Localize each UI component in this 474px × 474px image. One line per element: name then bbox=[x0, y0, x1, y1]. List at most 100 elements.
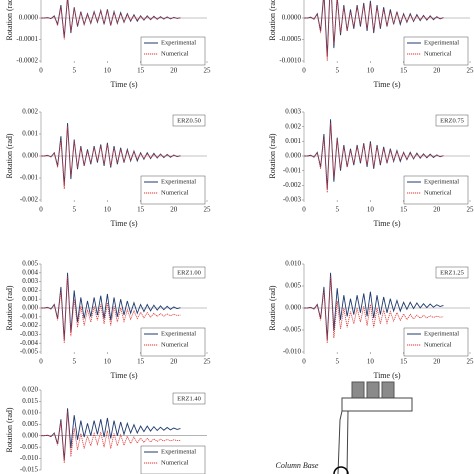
y-tick-label: -0.0005 bbox=[279, 35, 301, 43]
legend-box bbox=[140, 445, 206, 474]
legend-label: Numerical bbox=[424, 189, 452, 196]
x-tick-label: 0 bbox=[302, 358, 306, 366]
panel-title-box bbox=[172, 266, 206, 279]
x-tick-label: 25 bbox=[204, 67, 212, 75]
x-tick-label: 10 bbox=[367, 358, 375, 366]
panel-title: ERZ0.50 bbox=[177, 117, 201, 124]
x-tick-label: 5 bbox=[72, 67, 76, 75]
x-tick-label: 15 bbox=[400, 358, 408, 366]
series-line bbox=[41, 0, 181, 40]
y-tick-label: 0.0000 bbox=[19, 14, 39, 22]
x-tick-label: 10 bbox=[104, 67, 112, 75]
y-tick-label: 0.000 bbox=[22, 152, 38, 160]
x-tick-label: 15 bbox=[137, 358, 145, 366]
y-tick-label: 0.001 bbox=[22, 295, 38, 303]
y-tick-label: -0.005 bbox=[283, 326, 302, 334]
legend-label: Experimental bbox=[161, 178, 196, 185]
y-tick-label: 0.005 bbox=[285, 282, 301, 290]
y-tick-label: 0.001 bbox=[22, 130, 38, 138]
bolt-block bbox=[366, 381, 380, 399]
x-axis-label: Time (s) bbox=[110, 371, 137, 380]
y-tick-label: -0.0001 bbox=[16, 35, 38, 43]
legend-label: Experimental bbox=[161, 330, 196, 337]
x-tick-label: 25 bbox=[204, 206, 212, 214]
bolt-block bbox=[351, 381, 365, 399]
y-tick-label: 0.010 bbox=[22, 408, 38, 416]
y-tick-label: 0.015 bbox=[22, 397, 38, 405]
y-tick-label: 0.0000 bbox=[282, 14, 302, 22]
x-tick-label: 10 bbox=[104, 358, 112, 366]
y-tick-label: -0.001 bbox=[20, 174, 39, 182]
x-tick-label: 15 bbox=[400, 206, 408, 214]
y-tick-label: -0.004 bbox=[20, 339, 39, 347]
x-axis-label: Time (s) bbox=[373, 80, 400, 89]
x-tick-label: 20 bbox=[170, 67, 178, 75]
y-tick-label: 0.004 bbox=[22, 268, 38, 276]
legend-label: Numerical bbox=[424, 50, 452, 57]
panel-title-box bbox=[435, 266, 469, 279]
legend-box bbox=[140, 36, 206, 66]
column bbox=[337, 410, 349, 474]
x-tick-label: 15 bbox=[137, 67, 145, 75]
y-tick-label: 0.000 bbox=[22, 431, 38, 439]
y-tick-label: -0.005 bbox=[20, 443, 39, 451]
x-tick-label: 5 bbox=[335, 206, 339, 214]
y-tick-label: -0.003 bbox=[20, 330, 39, 338]
panel-title: ERZ1.40 bbox=[177, 395, 201, 402]
y-tick-label: 0.000 bbox=[22, 304, 38, 312]
x-axis-label: Time (s) bbox=[373, 371, 400, 380]
panel-title: ERZ1.00 bbox=[177, 269, 201, 276]
series-line bbox=[304, 276, 444, 344]
series-line bbox=[41, 411, 181, 464]
legend-label: Experimental bbox=[424, 330, 459, 337]
x-tick-label: 0 bbox=[39, 67, 43, 75]
x-tick-label: 5 bbox=[72, 206, 76, 214]
y-axis-label: Rotation (rad) bbox=[5, 285, 14, 330]
y-tick-label: -0.0010 bbox=[279, 57, 301, 65]
y-tick-label: 0.003 bbox=[22, 277, 38, 285]
x-tick-label: 20 bbox=[170, 358, 178, 366]
x-tick-label: 20 bbox=[433, 67, 441, 75]
series-line bbox=[304, 122, 444, 193]
legend-box bbox=[403, 36, 469, 66]
y-tick-label: -0.001 bbox=[283, 166, 302, 174]
legend-box bbox=[403, 175, 469, 205]
x-tick-label: 15 bbox=[137, 206, 145, 214]
x-tick-label: 20 bbox=[170, 206, 178, 214]
legend-label: Experimental bbox=[161, 448, 196, 455]
y-tick-label: -0.001 bbox=[20, 312, 39, 320]
column-base-diagram: Column Base bbox=[276, 381, 413, 474]
legend-label: Numerical bbox=[161, 459, 189, 466]
y-tick-label: -0.002 bbox=[283, 181, 302, 189]
x-tick-label: 25 bbox=[467, 67, 474, 75]
y-tick-label: 0.003 bbox=[285, 108, 301, 116]
legend-label: Numerical bbox=[424, 341, 452, 348]
y-tick-label: -0.002 bbox=[20, 321, 39, 329]
y-tick-label: 0.020 bbox=[22, 386, 38, 394]
x-tick-label: 0 bbox=[302, 206, 306, 214]
x-tick-label: 10 bbox=[367, 67, 375, 75]
series-line bbox=[41, 126, 181, 190]
y-axis-label: Rotation (rad) bbox=[268, 133, 277, 178]
x-tick-label: 20 bbox=[433, 206, 441, 214]
x-tick-label: 15 bbox=[400, 67, 408, 75]
x-tick-label: 0 bbox=[302, 67, 306, 75]
y-axis-label: Rotation (rad) bbox=[5, 133, 14, 178]
y-axis-label: Rotation (rad) bbox=[268, 0, 277, 41]
y-tick-label: -0.0002 bbox=[16, 57, 38, 65]
base-marker bbox=[333, 466, 349, 474]
y-tick-label: -0.005 bbox=[20, 348, 39, 356]
legend-label: Numerical bbox=[161, 341, 189, 348]
legend-label: Experimental bbox=[424, 39, 459, 46]
legend-box bbox=[140, 175, 206, 205]
y-tick-label: 0.002 bbox=[22, 286, 38, 294]
legend-label: Numerical bbox=[161, 50, 189, 57]
panel: 0.020 0.015 0.010 0.005 0.000 -0.005 -0.010 -0.… bbox=[5, 386, 207, 474]
x-tick-label: 5 bbox=[72, 358, 76, 366]
panel-title-box bbox=[172, 392, 206, 405]
y-axis-label: Rotation (rad) bbox=[5, 0, 14, 41]
y-axis-label: Rotation (rad) bbox=[268, 285, 277, 330]
